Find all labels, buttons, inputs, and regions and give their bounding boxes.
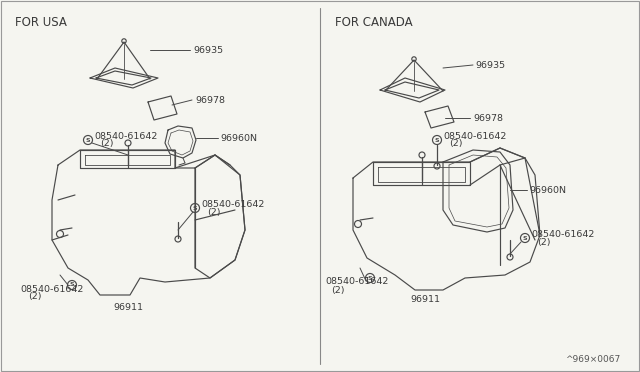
Text: FOR USA: FOR USA <box>15 16 67 29</box>
Text: 96911: 96911 <box>410 295 440 305</box>
Text: 96960N: 96960N <box>220 134 257 142</box>
Text: 96978: 96978 <box>195 96 225 105</box>
Text: S: S <box>70 282 74 288</box>
Text: S: S <box>193 205 197 211</box>
Text: 96960N: 96960N <box>529 186 566 195</box>
Text: 08540-61642: 08540-61642 <box>201 199 264 208</box>
Text: (2): (2) <box>207 208 221 217</box>
Text: (2): (2) <box>28 292 42 301</box>
Text: 96935: 96935 <box>475 61 505 70</box>
Text: 96911: 96911 <box>113 304 143 312</box>
Text: S: S <box>523 235 527 241</box>
Text: 96935: 96935 <box>193 45 223 55</box>
Text: 08540-61642: 08540-61642 <box>94 131 157 141</box>
Text: 08540-61642: 08540-61642 <box>20 285 83 294</box>
Text: 08540-61642: 08540-61642 <box>531 230 595 238</box>
Text: (2): (2) <box>449 138 463 148</box>
Text: S: S <box>435 138 439 142</box>
Text: (2): (2) <box>537 237 550 247</box>
Text: S: S <box>368 276 372 280</box>
Text: (2): (2) <box>100 138 113 148</box>
Text: S: S <box>86 138 90 142</box>
Text: (2): (2) <box>331 285 344 295</box>
Text: 96978: 96978 <box>473 113 503 122</box>
Text: ^969×0067: ^969×0067 <box>565 356 620 365</box>
Text: 08540-61642: 08540-61642 <box>443 131 506 141</box>
Text: 08540-61642: 08540-61642 <box>325 278 388 286</box>
Text: FOR CANADA: FOR CANADA <box>335 16 413 29</box>
